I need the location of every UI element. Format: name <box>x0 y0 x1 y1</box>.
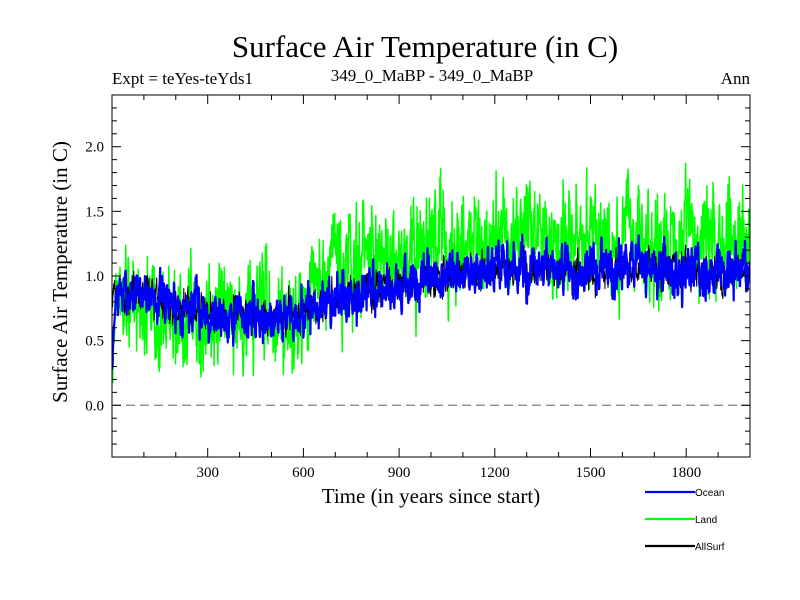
x-tick-label: 300 <box>196 465 219 481</box>
x-tick-label: 600 <box>292 465 315 481</box>
y-axis-label: Surface Air Temperature (in C) <box>48 141 72 403</box>
plot-area: 300 600 900 1200 1500 1800 0.0 0.5 1.0 1.5 2.0 <box>85 94 751 481</box>
legend-label-allsurf: AllSurf <box>695 542 725 553</box>
legend-label-land: Land <box>695 515 717 526</box>
y-tick-label: 1.5 <box>85 204 104 220</box>
x-tick-label: 1500 <box>576 465 606 481</box>
y-tick-label: 2.0 <box>85 140 104 156</box>
season-label: Ann <box>721 69 751 88</box>
chart-title: Surface Air Temperature (in C) <box>232 29 618 64</box>
legend-label-ocean: Ocean <box>695 488 724 499</box>
x-tick-label: 1200 <box>480 465 510 481</box>
x-tick-label: 900 <box>388 465 411 481</box>
experiment-period: 349_0_MaBP - 349_0_MaBP <box>331 66 533 85</box>
y-tick-label: 1.0 <box>85 269 104 285</box>
x-tick-label: 1800 <box>671 465 701 481</box>
y-tick-label: 0.5 <box>85 334 104 350</box>
y-tick-label: 0.0 <box>85 398 104 414</box>
x-axis-label: Time (in years since start) <box>322 484 541 508</box>
series-line-ocean <box>112 233 750 370</box>
legend: Ocean Land AllSurf <box>645 488 725 553</box>
experiment-label: Expt = teYes-teYds1 <box>112 69 253 88</box>
